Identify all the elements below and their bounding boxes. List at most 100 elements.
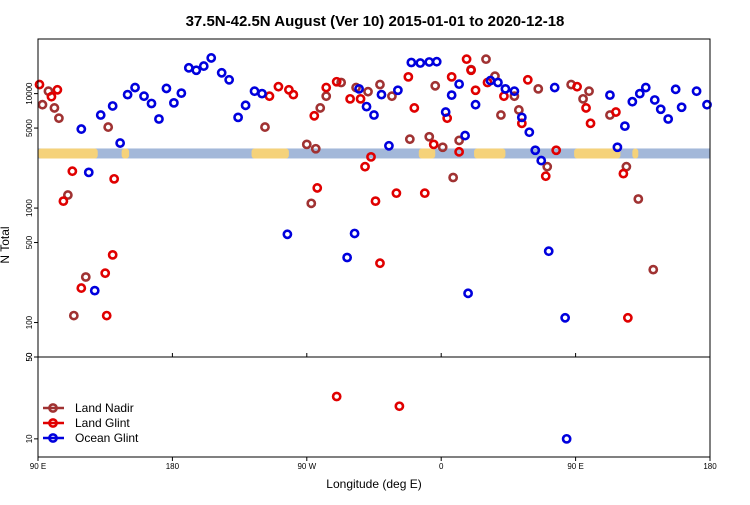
land-glint-point (540, 171, 551, 182)
land-glint-point (100, 268, 111, 279)
land-nadir-point (315, 103, 326, 113)
ocean-glint-point (663, 114, 674, 124)
y-axis-label: N Total (0, 226, 12, 263)
land-glint-point (309, 110, 320, 121)
ocean-glint-point (424, 57, 435, 67)
y-tick-label: 500 (25, 235, 34, 249)
land-glint-point (551, 145, 562, 156)
ocean-glint-point (354, 83, 364, 94)
land-nadir-point (533, 83, 544, 94)
land-glint-point (375, 258, 385, 269)
land-glint-point (360, 161, 370, 172)
ocean-glint-point (183, 62, 194, 73)
y-tick-label: 10000 (25, 82, 34, 105)
land-nadir-point (496, 110, 506, 120)
land-glint-point (76, 283, 87, 293)
land-glint-point (611, 107, 621, 117)
ocean-glint-point (463, 288, 473, 299)
ocean-glint-point (240, 100, 251, 111)
land-nadir-point (62, 190, 73, 200)
x-tick-label: 0 (439, 462, 444, 471)
ocean-glint-point (139, 91, 149, 102)
ocean-glint-point (560, 312, 571, 323)
ocean-glint-point (454, 79, 465, 90)
land-nadir-point (437, 142, 448, 153)
land-glint-point (403, 71, 414, 82)
y-tick-label: 50 (25, 352, 34, 361)
ocean-glint-point (168, 97, 179, 108)
ocean-glint-point (561, 433, 572, 444)
band-land-segment (38, 148, 98, 159)
land-glint-point (366, 151, 376, 162)
ocean-glint-point (342, 252, 353, 263)
y-tick-label: 100 (25, 315, 34, 329)
land-nadir-point (375, 79, 385, 90)
ocean-glint-point (349, 228, 360, 239)
ocean-glint-point (446, 90, 457, 101)
land-glint-point (585, 118, 596, 129)
land-nadir-point (481, 54, 491, 65)
ocean-glint-point (460, 130, 470, 141)
ocean-glint-point (500, 83, 511, 94)
ocean-glint-point (198, 61, 209, 71)
legend-marker-land-nadir (48, 403, 58, 413)
land-nadir-point (578, 93, 588, 104)
land-nadir-point (103, 122, 114, 132)
ocean-glint-point (146, 98, 157, 109)
land-nadir-point (387, 91, 397, 102)
land-nadir-point (430, 80, 441, 91)
land-glint-point (264, 91, 275, 102)
ocean-glint-point (95, 110, 106, 120)
ocean-glint-point (216, 67, 227, 78)
land-glint-point (312, 183, 323, 193)
land-glint-point (321, 82, 332, 93)
lower-y-axis: 10 50 (25, 352, 38, 443)
lower-panel-points (331, 391, 572, 444)
band-land-segment (474, 148, 506, 159)
ocean-glint-point (361, 101, 372, 112)
ocean-glint-point (415, 58, 426, 68)
upper-y-axis: 50 100 500 1000 5000 10000 (25, 82, 38, 361)
land-nadir-point (404, 134, 415, 145)
ocean-glint-point (431, 56, 442, 67)
band-land-segment (418, 148, 436, 159)
band-land-segment (251, 148, 289, 159)
land-glint-point (409, 103, 420, 113)
ocean-glint-point (233, 112, 244, 123)
ocean-glint-point (440, 107, 451, 117)
ocean-glint-point (655, 104, 666, 115)
ocean-glint-point (612, 142, 623, 153)
land-glint-point (288, 89, 299, 100)
land-glint-point (109, 173, 120, 184)
land-nadir-point (80, 272, 91, 282)
x-tick-label: 90 W (297, 462, 316, 471)
land-glint-point (522, 74, 533, 85)
land-nadir-point (448, 172, 459, 183)
x-axis-label: Longitude (deg E) (326, 477, 421, 491)
lower-panel-frame (37, 356, 711, 458)
land-nadir-point (542, 161, 553, 172)
land-glint-point (428, 139, 439, 150)
land-nadir-point (513, 105, 524, 115)
land-nadir-point (336, 77, 347, 88)
ocean-glint-point (107, 101, 118, 111)
land-nadir-point (584, 86, 594, 97)
legend-marker-land-glint (48, 418, 58, 428)
land-glint-point (391, 188, 402, 199)
land-glint-point (461, 54, 472, 65)
ocean-glint-point (634, 88, 645, 99)
land-glint-point (331, 391, 342, 402)
land-glint-point (446, 71, 457, 82)
ocean-glint-point (691, 86, 702, 97)
x-tick-label: 90 E (567, 462, 583, 471)
land-glint-point (46, 91, 57, 102)
ocean-glint-point (649, 95, 660, 105)
x-tick-label: 180 (166, 462, 180, 471)
legend-label-land-glint: Land Glint (75, 416, 130, 430)
ocean-glint-point (549, 82, 560, 93)
land-glint-point (572, 81, 582, 92)
ocean-glint-point (470, 99, 481, 110)
y-tick-label: 5000 (25, 119, 34, 137)
land-glint-point (470, 85, 481, 96)
